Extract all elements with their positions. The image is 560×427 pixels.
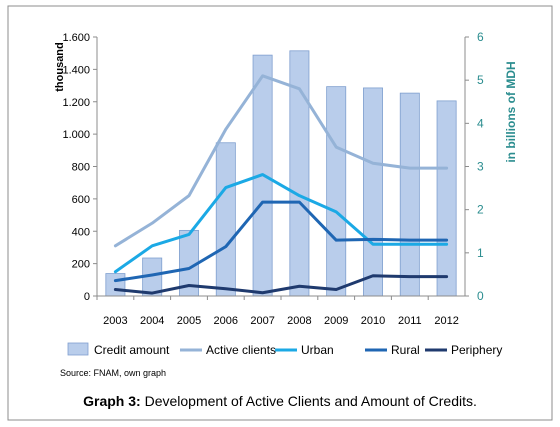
caption: Graph 3: Development of Active Clients a… xyxy=(83,393,477,409)
legend-label-urban: Urban xyxy=(301,343,334,357)
y-left-tick-label: 1.600 xyxy=(62,32,90,44)
x-tick-label: 2007 xyxy=(250,315,274,327)
line-active-clients xyxy=(113,74,449,248)
y-left-tick-label: 0 xyxy=(84,291,90,303)
y-right-tick-label: 5 xyxy=(477,73,484,87)
x-tick-label: 2008 xyxy=(287,315,311,327)
y-left-tick-label: 600 xyxy=(72,194,90,206)
x-tick-label: 2012 xyxy=(434,315,458,327)
legend: Credit amount Active clients Urban Rural Per… xyxy=(67,342,502,357)
x-tick-label: 2005 xyxy=(177,315,201,327)
y-right-tick-labels: 0 1 2 3 4 5 6 xyxy=(465,30,484,303)
y-right-tick-label: 1 xyxy=(477,246,484,260)
x-tick-label: 2010 xyxy=(361,315,385,327)
legend-label-periphery: Periphery xyxy=(451,343,502,357)
bar-credit-amount-2011 xyxy=(399,92,420,297)
y-left-tick-label: 1.200 xyxy=(62,97,90,109)
x-tick-label: 2003 xyxy=(103,315,127,327)
legend-swatch-credit-amount xyxy=(67,342,89,356)
y-left-tick-label: 400 xyxy=(72,226,90,238)
bar-credit-amount-2006 xyxy=(215,142,236,297)
y-left-tick-labels: 0 200 400 600 800 1.000 1.200 1.400 1.600 xyxy=(62,32,97,303)
y-right-tick-label: 2 xyxy=(477,203,484,217)
y-left-tick-label: 200 xyxy=(72,259,90,271)
legend-label-rural: Rural xyxy=(391,343,420,357)
legend-label-credit-amount: Credit amount xyxy=(94,343,170,357)
y-right-tick-label: 3 xyxy=(477,160,484,174)
bar-credit-amount-2009 xyxy=(326,86,347,297)
y-left-tick-label: 800 xyxy=(72,162,90,174)
caption-text: Development of Active Clients and Amount… xyxy=(141,393,477,409)
bar-credit-amount-2010 xyxy=(363,87,383,297)
x-tick-label: 2009 xyxy=(324,315,348,327)
y-right-tick-label: 6 xyxy=(477,30,484,44)
y-left-axis-title: thousand xyxy=(54,42,66,92)
x-tick-labels: 2003 2004 2005 2006 2007 2008 2009 2010 2011 2012 xyxy=(96,296,459,327)
y-left-tick-label: 1.400 xyxy=(62,64,90,76)
line-urban xyxy=(113,173,449,274)
y-right-axis-title: in billions of MDH xyxy=(504,61,518,162)
line-periphery xyxy=(113,274,449,295)
x-tick-label: 2006 xyxy=(214,315,238,327)
y-right-tick-label: 4 xyxy=(477,116,484,130)
bar-credit-amount-2003 xyxy=(105,273,126,297)
y-right-tick-label: 0 xyxy=(477,289,484,303)
x-tick-label: 2011 xyxy=(398,315,422,327)
caption-prefix: Graph 3: xyxy=(83,393,141,409)
bar-credit-amount-2012 xyxy=(436,100,457,297)
legend-label-active-clients: Active clients xyxy=(206,343,276,357)
source-note: Source: FNAM, own graph xyxy=(60,368,166,378)
line-rural xyxy=(113,200,449,283)
y-left-tick-label: 1.000 xyxy=(62,129,90,141)
x-tick-label: 2004 xyxy=(140,315,164,327)
line-series-group xyxy=(113,74,449,295)
